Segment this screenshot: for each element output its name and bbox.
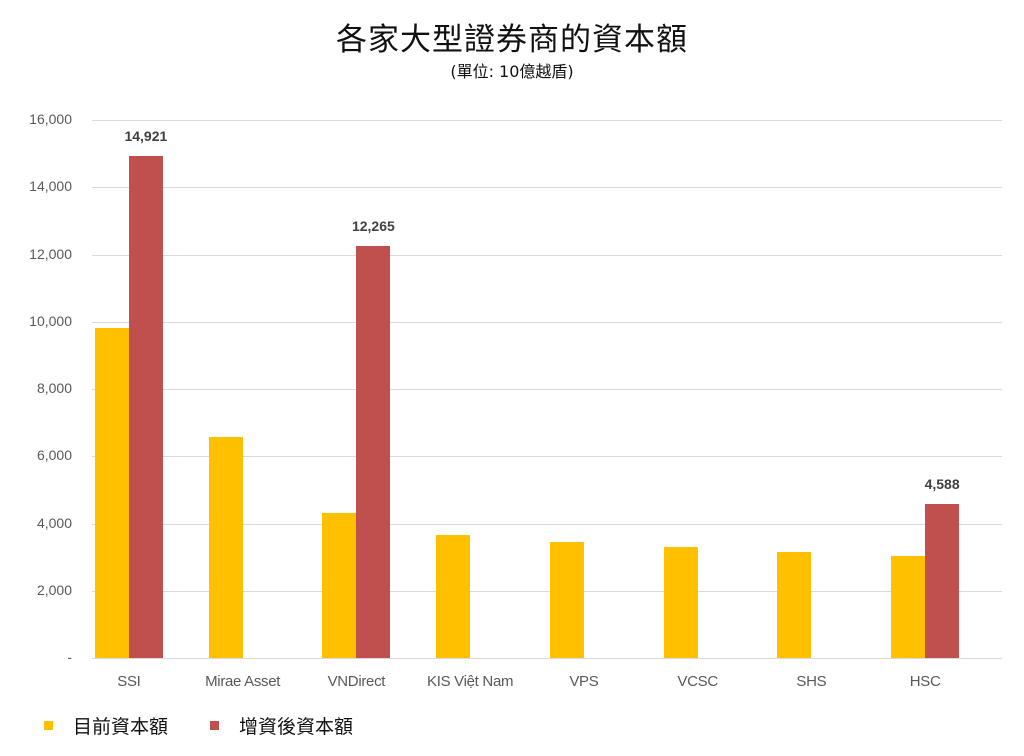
bar-after-ssi xyxy=(128,156,163,658)
data-label: 14,921 xyxy=(124,128,168,145)
y-tick-label: 2,000 xyxy=(36,581,72,598)
bar-after-vndirect xyxy=(356,245,391,658)
bar-current-mirae-asset xyxy=(208,436,243,658)
y-tick-label: 16,000 xyxy=(29,111,72,127)
legend-item-current: 目前資本額 xyxy=(44,712,168,739)
bar-current-shs xyxy=(777,551,812,658)
legend-label: 增資後資本額 xyxy=(239,716,354,738)
legend-label: 目前資本額 xyxy=(73,716,169,738)
chart-subtitle: (單位: 10億越盾) xyxy=(450,62,574,81)
gridline xyxy=(92,254,1002,256)
y-tick-label: 6,000 xyxy=(36,447,72,464)
gridline xyxy=(92,120,1002,121)
bar-current-ssi xyxy=(94,327,129,658)
x-tick-label: SHS xyxy=(796,673,827,690)
gridline xyxy=(92,523,1002,525)
y-tick-label: 8,000 xyxy=(36,380,72,396)
y-tick-label: 4,000 xyxy=(36,514,72,531)
legend-swatch-icon xyxy=(44,721,53,730)
x-tick-label: KIS Việt Nam xyxy=(427,673,514,690)
chart-title: 各家大型證券商的資本額 xyxy=(336,22,688,58)
y-tick-label: 12,000 xyxy=(29,245,72,262)
gridline xyxy=(92,456,1002,458)
data-label: 12,265 xyxy=(351,217,395,234)
y-tick-label: - xyxy=(67,649,72,665)
legend-swatch-icon xyxy=(210,721,220,730)
x-tick-label: SSI xyxy=(117,673,141,690)
gridline xyxy=(92,187,1002,189)
bar-current-vps xyxy=(549,542,584,658)
data-label: 4,588 xyxy=(924,475,960,492)
x-tick-label: Mirae Asset xyxy=(205,673,281,690)
bar-after-hsc xyxy=(925,503,960,658)
gridline xyxy=(92,590,1002,592)
y-tick-label: 10,000 xyxy=(29,312,72,329)
x-tick-label: VNDirect xyxy=(327,673,386,690)
plot-area: 14,921 12,265 4,588 xyxy=(92,120,1002,659)
x-tick-label: HSC xyxy=(909,673,941,690)
gridline xyxy=(92,389,1002,390)
bar-current-vndirect xyxy=(322,512,357,658)
x-tick-label: VPS xyxy=(569,673,599,690)
gridline xyxy=(92,321,1002,323)
bar-current-hsc xyxy=(891,555,926,658)
gridline xyxy=(92,658,1002,659)
bar-current-kis-việt-nam xyxy=(436,534,471,658)
legend: 目前資本額 增資後資本額 xyxy=(44,712,395,739)
legend-item-after: 增資後資本額 xyxy=(210,712,353,739)
x-tick-label: VCSC xyxy=(677,673,718,690)
y-tick-label: 14,000 xyxy=(29,178,72,195)
bar-current-vcsc xyxy=(663,547,698,658)
